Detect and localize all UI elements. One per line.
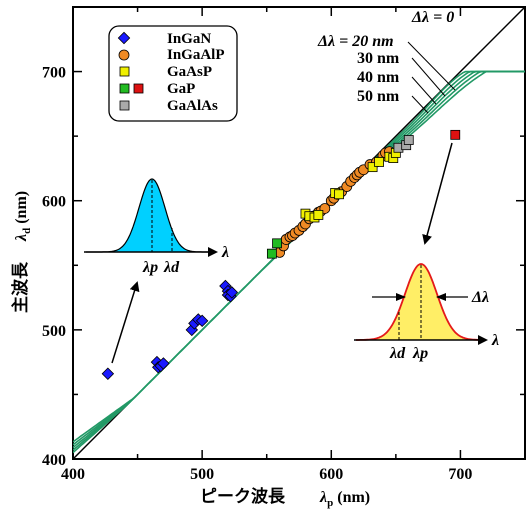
curve-label-0: Δλ = 0 [411,9,454,26]
point-gaasp [313,210,324,220]
inset-yellow-lambda-d: λd [389,345,406,362]
point-ingan [225,286,239,299]
x-axis-symbol: λp (nm) [319,489,370,509]
x-tick-label: 500 [190,466,214,483]
inset-yellow-curve [356,263,484,341]
legend-label-gap: GaP [167,81,195,97]
x-axis-unit: (nm) [333,489,370,506]
y-axis-symbol: λd (nm) [13,191,33,242]
legend-marker-ingan [117,31,131,45]
pointer-20 [407,41,456,91]
x-axis-sub-p: p [327,497,333,509]
inset-blue-fill [86,179,212,252]
y-tick-label: 500 [42,323,66,340]
legend-box [108,25,238,122]
inset-blue-lambda: λ [221,244,229,261]
inset-blue-lambda-d: λd [163,259,180,276]
tick-labels: 400 500 600 700 400 500 600 700 [42,65,472,483]
arrow-to-blue-inset [111,281,140,364]
legend: InGaN InGaAlP GaAsP GaP GaAlAs [108,25,238,122]
y-axis-label: 主波長 [10,261,31,313]
x-axis-label: ピーク波長 [200,486,286,507]
point-gaasp [334,189,344,200]
curve-labels: Δλ = 0 Δλ = 20 nm 30 nm 40 nm 50 nm [317,9,456,114]
inset-yellow-lambda: λ [491,332,499,349]
y-tick-label: 700 [42,65,66,82]
point-gaasp [374,157,384,167]
legend-marker-ingaalp [118,49,130,61]
point-ingan [195,314,209,328]
x-tick-label: 600 [319,466,343,483]
inset-yellow-fill [356,264,484,340]
point-ingan [101,367,115,380]
inset-yellow-delta: Δλ [471,289,489,306]
x-axis-title: ピーク波長 λp (nm) [200,486,370,509]
curve-label-40: 40 nm [357,69,400,86]
legend-label-gaalas: GaAlAs [167,98,218,114]
legend-label-ingaalp: InGaAlP [167,47,225,63]
y-tick-label: 400 [42,452,66,469]
pointer-40 [411,76,437,105]
legend-marker-gap-red [133,83,144,94]
point-ingan [157,357,170,370]
inset-blue-lambda-p: λp [142,259,158,276]
legend-label-gaasp: GaAsP [167,64,212,80]
legend-label-ingan: InGaN [167,31,211,47]
y-tick-label: 600 [42,194,66,211]
y-axis-title: 主波長 λd (nm) [10,191,33,313]
x-tick-label: 400 [61,466,85,483]
point-gaasp [367,162,378,173]
legend-marker-gaalas [119,100,130,111]
y-axis-lambda: λ [13,234,30,242]
y-axis-sub-d: d [21,228,33,234]
point-gap [450,129,461,140]
curve-label-30: 30 nm [357,50,400,67]
inset-blue-lambda-p-text: λp [142,259,158,276]
inset-yellow-spectrum: Δλ λ λd λp [354,263,499,362]
y-axis-unit: (nm) [13,191,30,228]
inset-yellow-lambda-p: λp [412,345,428,362]
point-gap [272,238,282,249]
curve-label-50: 50 nm [357,88,400,105]
x-tick-label: 700 [448,466,472,483]
pointer-30 [411,57,446,97]
point-gaalas [403,135,414,145]
inset-yellow-lambda-p-text: λp [412,345,428,362]
arrow-to-yellow-inset [422,142,453,245]
inset-yellow-lambda-d-text: λd [389,345,406,362]
pointer-50 [411,95,429,114]
data-points [101,129,461,380]
legend-marker-gaasp [119,66,130,77]
inset-blue-spectrum: λ λp λd [84,178,229,276]
legend-marker-gap-green [119,83,130,94]
axis-ticks [72,6,526,460]
inset-blue-lambda-d-text: λd [163,259,180,276]
x-axis-lambda: λ [319,489,327,506]
point-gap [266,248,277,259]
curve-label-20: Δλ = 20 nm [317,33,394,50]
